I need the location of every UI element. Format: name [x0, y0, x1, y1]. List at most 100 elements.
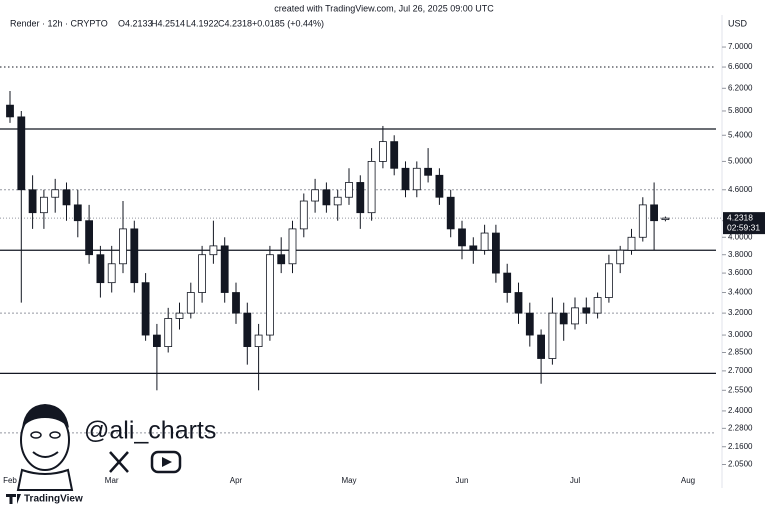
credit: created with TradingView.com, Jul 26, 20… [274, 3, 494, 13]
y-tick-label: 3.2000 [728, 308, 753, 317]
candle-body [107, 263, 116, 284]
candle-body [593, 297, 602, 314]
y-tick-label: 4.6000 [728, 185, 753, 194]
y-tick-label: 5.0000 [728, 157, 753, 166]
candle-body [401, 167, 410, 191]
y-tick-label: 3.0000 [728, 330, 753, 339]
candle-body [638, 204, 647, 238]
candle-body [175, 312, 184, 319]
y-tick-label: 5.4000 [728, 130, 753, 139]
currency: USD [728, 18, 748, 28]
candle-body [73, 204, 82, 222]
y-tick-label: 2.4000 [728, 406, 753, 415]
candle-body [480, 232, 489, 251]
y-tick-label: 2.8500 [728, 348, 753, 357]
candle-body [424, 167, 433, 176]
candle-body [28, 189, 37, 214]
candle-body [469, 245, 478, 251]
y-tick-label: 2.5500 [728, 385, 753, 394]
ohlc-low: L4.1922 [186, 18, 219, 28]
candle-body [299, 200, 308, 230]
y-tick-label: 4.0000 [728, 232, 753, 241]
watermark: @ali_charts [84, 417, 216, 445]
x-tick-label: Apr [230, 476, 243, 485]
candle-body [367, 161, 376, 214]
candle-body [333, 196, 342, 206]
y-tick-label: 2.1600 [728, 442, 753, 451]
candle-body [559, 312, 568, 325]
candle-body [616, 249, 625, 265]
logo-icon [6, 494, 21, 504]
candle-body [220, 245, 229, 293]
candle-body [458, 228, 466, 247]
avatar [16, 404, 74, 491]
candle-body [40, 196, 48, 214]
y-tick-label: 7.0000 [728, 42, 753, 51]
candle-body [435, 174, 444, 198]
candle-body [627, 236, 636, 251]
candle-body [345, 182, 353, 198]
candle-body [503, 272, 512, 293]
candle-body [571, 307, 579, 325]
youtube-icon [150, 450, 182, 474]
candle-body [243, 312, 252, 347]
x-tick-label: Mar [105, 476, 119, 485]
y-tick-label: 3.6000 [728, 268, 753, 277]
candle-body [537, 334, 545, 359]
candle-body [96, 254, 105, 284]
candle-body [209, 245, 218, 256]
candle-body [548, 312, 557, 359]
candle-body [311, 189, 320, 202]
candle-body [356, 182, 365, 214]
x-tick-label: May [341, 476, 356, 485]
last-price-box [723, 212, 765, 235]
y-tick-label: 6.2000 [728, 83, 753, 92]
candle-body [119, 228, 127, 265]
candle-body [17, 116, 26, 191]
candle-body [232, 292, 240, 314]
y-tick-label: 6.6000 [728, 62, 753, 71]
ohlc-close: C4.2318 [218, 18, 252, 28]
candle-body [605, 263, 613, 298]
candle-body [62, 189, 71, 206]
candle-body [186, 292, 195, 314]
y-tick-label: 3.8000 [728, 250, 753, 259]
candle-body [141, 282, 150, 336]
ohlc-change: +0.0185 (+0.44%) [252, 18, 324, 28]
candle-body [322, 189, 331, 206]
countdown: 02:59:31 [727, 222, 760, 232]
candle-body [265, 254, 274, 336]
candle-body [85, 220, 93, 256]
y-tick-label: 2.2800 [728, 423, 753, 432]
plot [0, 66, 722, 434]
candle-body [491, 232, 500, 274]
candle-body [51, 189, 60, 198]
x-icon [109, 451, 129, 473]
candle-body [6, 104, 14, 118]
candle-body [525, 312, 534, 336]
candle-body [412, 167, 421, 191]
candle-body [130, 228, 139, 284]
candle-body [288, 228, 297, 265]
candle-body [254, 334, 263, 347]
candle-body [378, 141, 387, 162]
candle-body [164, 318, 173, 347]
logo: TradingView [24, 494, 83, 505]
x-tick-label: Jul [570, 476, 580, 485]
y-tick-label: 2.0500 [728, 460, 753, 469]
y-tick-label: 5.8000 [728, 106, 753, 115]
last-price-label: 4.2318 [727, 212, 753, 222]
candle-body [582, 307, 591, 314]
candle-body [446, 196, 455, 230]
ohlc-open: O4.2133 [118, 18, 153, 28]
candle-body [152, 334, 161, 347]
symbol: Render · 12h · CRYPTO [10, 18, 108, 28]
candle-body [390, 141, 399, 169]
candle-body [277, 254, 286, 265]
candle-body [514, 292, 523, 314]
x-tick-label: Aug [681, 476, 695, 485]
candle-body [198, 254, 207, 293]
candle-body [661, 217, 670, 221]
candle-body [650, 204, 658, 222]
